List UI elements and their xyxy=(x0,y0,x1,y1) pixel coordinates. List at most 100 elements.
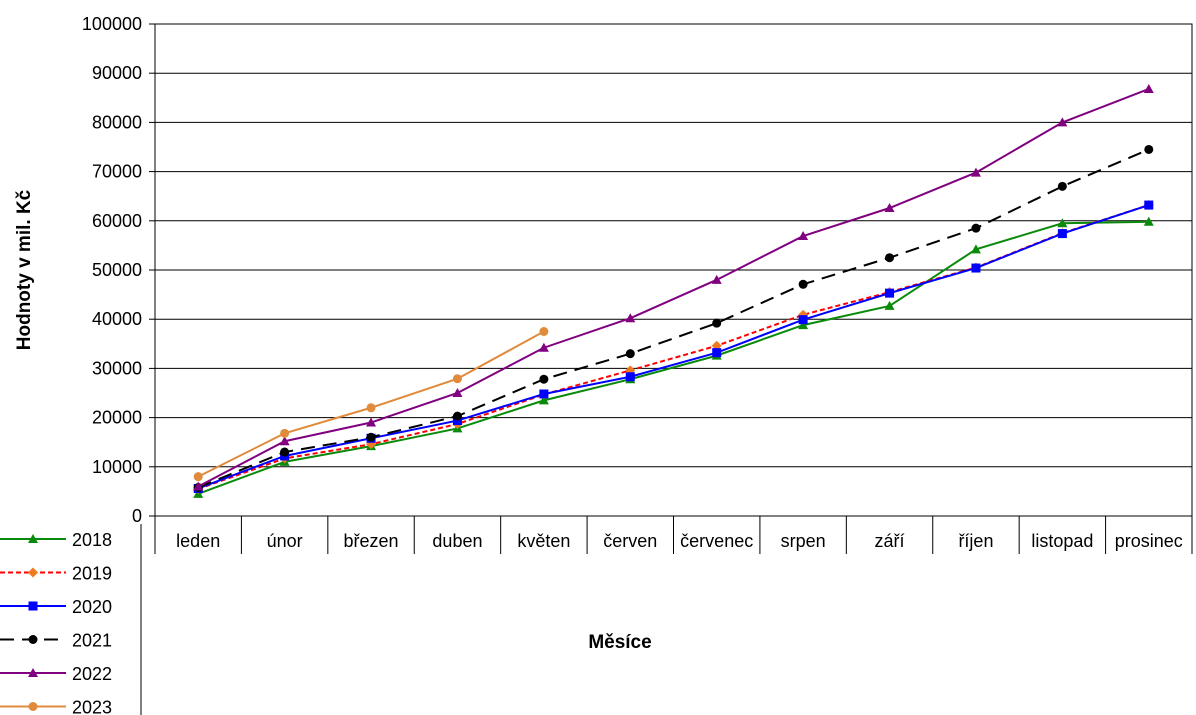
legend-label: 2019 xyxy=(72,564,112,584)
gridlines xyxy=(155,23,1192,517)
x-tick-label: leden xyxy=(176,531,220,551)
series-line xyxy=(197,148,1150,489)
y-axis-ticks: 0 10000 20000 30000 40000 50000 60000 70000 8000… xyxy=(82,14,155,526)
x-tick-label: prosinec xyxy=(1115,531,1183,551)
legend-label: 2020 xyxy=(72,597,112,617)
y-tick-label: 30000 xyxy=(92,358,142,378)
data-point xyxy=(1057,117,1068,127)
data-point xyxy=(971,223,981,233)
legend-item-2019: 2019 xyxy=(0,564,112,584)
data-point xyxy=(1057,229,1067,239)
y-tick-label: 40000 xyxy=(92,309,142,329)
legend-item-2023: 2023 xyxy=(0,698,112,715)
y-tick-label: 100000 xyxy=(82,14,142,34)
data-point xyxy=(1057,181,1067,191)
x-tick-label: srpen xyxy=(781,531,826,551)
legend-marker xyxy=(28,702,38,711)
x-axis-category-table: leden únor březen duben květen červen červenec… xyxy=(154,516,1193,554)
data-point xyxy=(885,253,895,263)
data-point xyxy=(538,342,549,352)
legend-marker xyxy=(28,635,38,644)
data-point xyxy=(712,348,722,358)
data-point xyxy=(884,300,895,310)
legend-marker xyxy=(28,601,38,611)
legend-label: 2021 xyxy=(72,631,112,651)
y-tick-label: 0 xyxy=(132,506,142,526)
x-tick-label: březen xyxy=(344,531,399,551)
y-axis-title: Hodnoty v mil. Kč xyxy=(14,189,35,350)
data-point xyxy=(970,244,981,254)
series-2018 xyxy=(193,216,1154,498)
data-point xyxy=(884,203,895,213)
data-point xyxy=(538,395,549,405)
data-point xyxy=(452,411,462,421)
x-axis-title: Měsíce xyxy=(588,632,651,653)
y-tick-label: 80000 xyxy=(92,112,142,132)
x-tick-label: květen xyxy=(517,531,570,551)
data-point xyxy=(193,472,203,482)
legend-item-2018: 2018 xyxy=(0,530,112,550)
legend-item-2020: 2020 xyxy=(0,597,112,617)
legend-label: 2022 xyxy=(72,664,112,684)
legend-item-2022: 2022 xyxy=(0,664,112,684)
y-tick-label: 90000 xyxy=(92,63,142,83)
x-tick-label: říjen xyxy=(958,531,993,551)
data-point xyxy=(798,279,808,289)
data-point xyxy=(798,315,808,325)
series-line xyxy=(197,204,1150,490)
y-tick-label: 20000 xyxy=(92,408,142,428)
data-point xyxy=(280,428,290,438)
legend-item-2021: 2021 xyxy=(0,631,112,651)
legend-marker xyxy=(28,534,38,543)
data-point xyxy=(625,372,635,382)
legend-label: 2023 xyxy=(72,698,112,715)
data-point xyxy=(366,417,377,427)
data-point xyxy=(1144,144,1154,154)
x-tick-label: září xyxy=(875,531,905,551)
data-point xyxy=(1057,218,1068,228)
data-point xyxy=(798,320,809,330)
data-point xyxy=(539,389,549,399)
y-tick-label: 10000 xyxy=(92,457,142,477)
legend-marker xyxy=(28,668,38,677)
legend: 2018 2019 2020 2021 2022 2023 xyxy=(0,524,142,715)
series-2019 xyxy=(193,200,1154,494)
data-point xyxy=(798,231,809,241)
data-point xyxy=(539,374,549,384)
series-line xyxy=(197,204,1150,490)
data-point xyxy=(366,432,376,442)
x-tick-label: červen xyxy=(603,531,657,551)
data-point xyxy=(711,274,722,284)
data-point xyxy=(712,318,722,328)
data-point xyxy=(193,481,204,491)
x-tick-label: červenec xyxy=(680,531,753,551)
data-point xyxy=(280,447,290,457)
series-line xyxy=(197,220,1149,495)
data-point xyxy=(625,313,636,323)
series-2023 xyxy=(193,327,549,482)
series-2022 xyxy=(193,83,1154,491)
data-point xyxy=(452,388,463,397)
data-point xyxy=(885,288,895,298)
series-2021 xyxy=(193,144,1154,492)
x-tick-label: duben xyxy=(432,531,482,551)
y-tick-label: 50000 xyxy=(92,260,142,280)
x-tick-label: listopad xyxy=(1031,531,1093,551)
series-lines xyxy=(193,83,1154,498)
data-point xyxy=(452,374,462,384)
data-point xyxy=(1143,83,1154,93)
x-tick-label: únor xyxy=(267,531,303,551)
data-point xyxy=(1144,200,1154,210)
y-tick-label: 60000 xyxy=(92,211,142,231)
data-point xyxy=(1143,216,1154,226)
data-point xyxy=(971,263,981,273)
data-point xyxy=(279,436,290,446)
data-point xyxy=(539,327,549,336)
data-point xyxy=(970,167,981,177)
data-point xyxy=(625,349,635,359)
legend-label: 2018 xyxy=(72,530,112,550)
legend-marker xyxy=(28,567,38,578)
data-point xyxy=(366,403,376,413)
series-line xyxy=(197,88,1150,488)
